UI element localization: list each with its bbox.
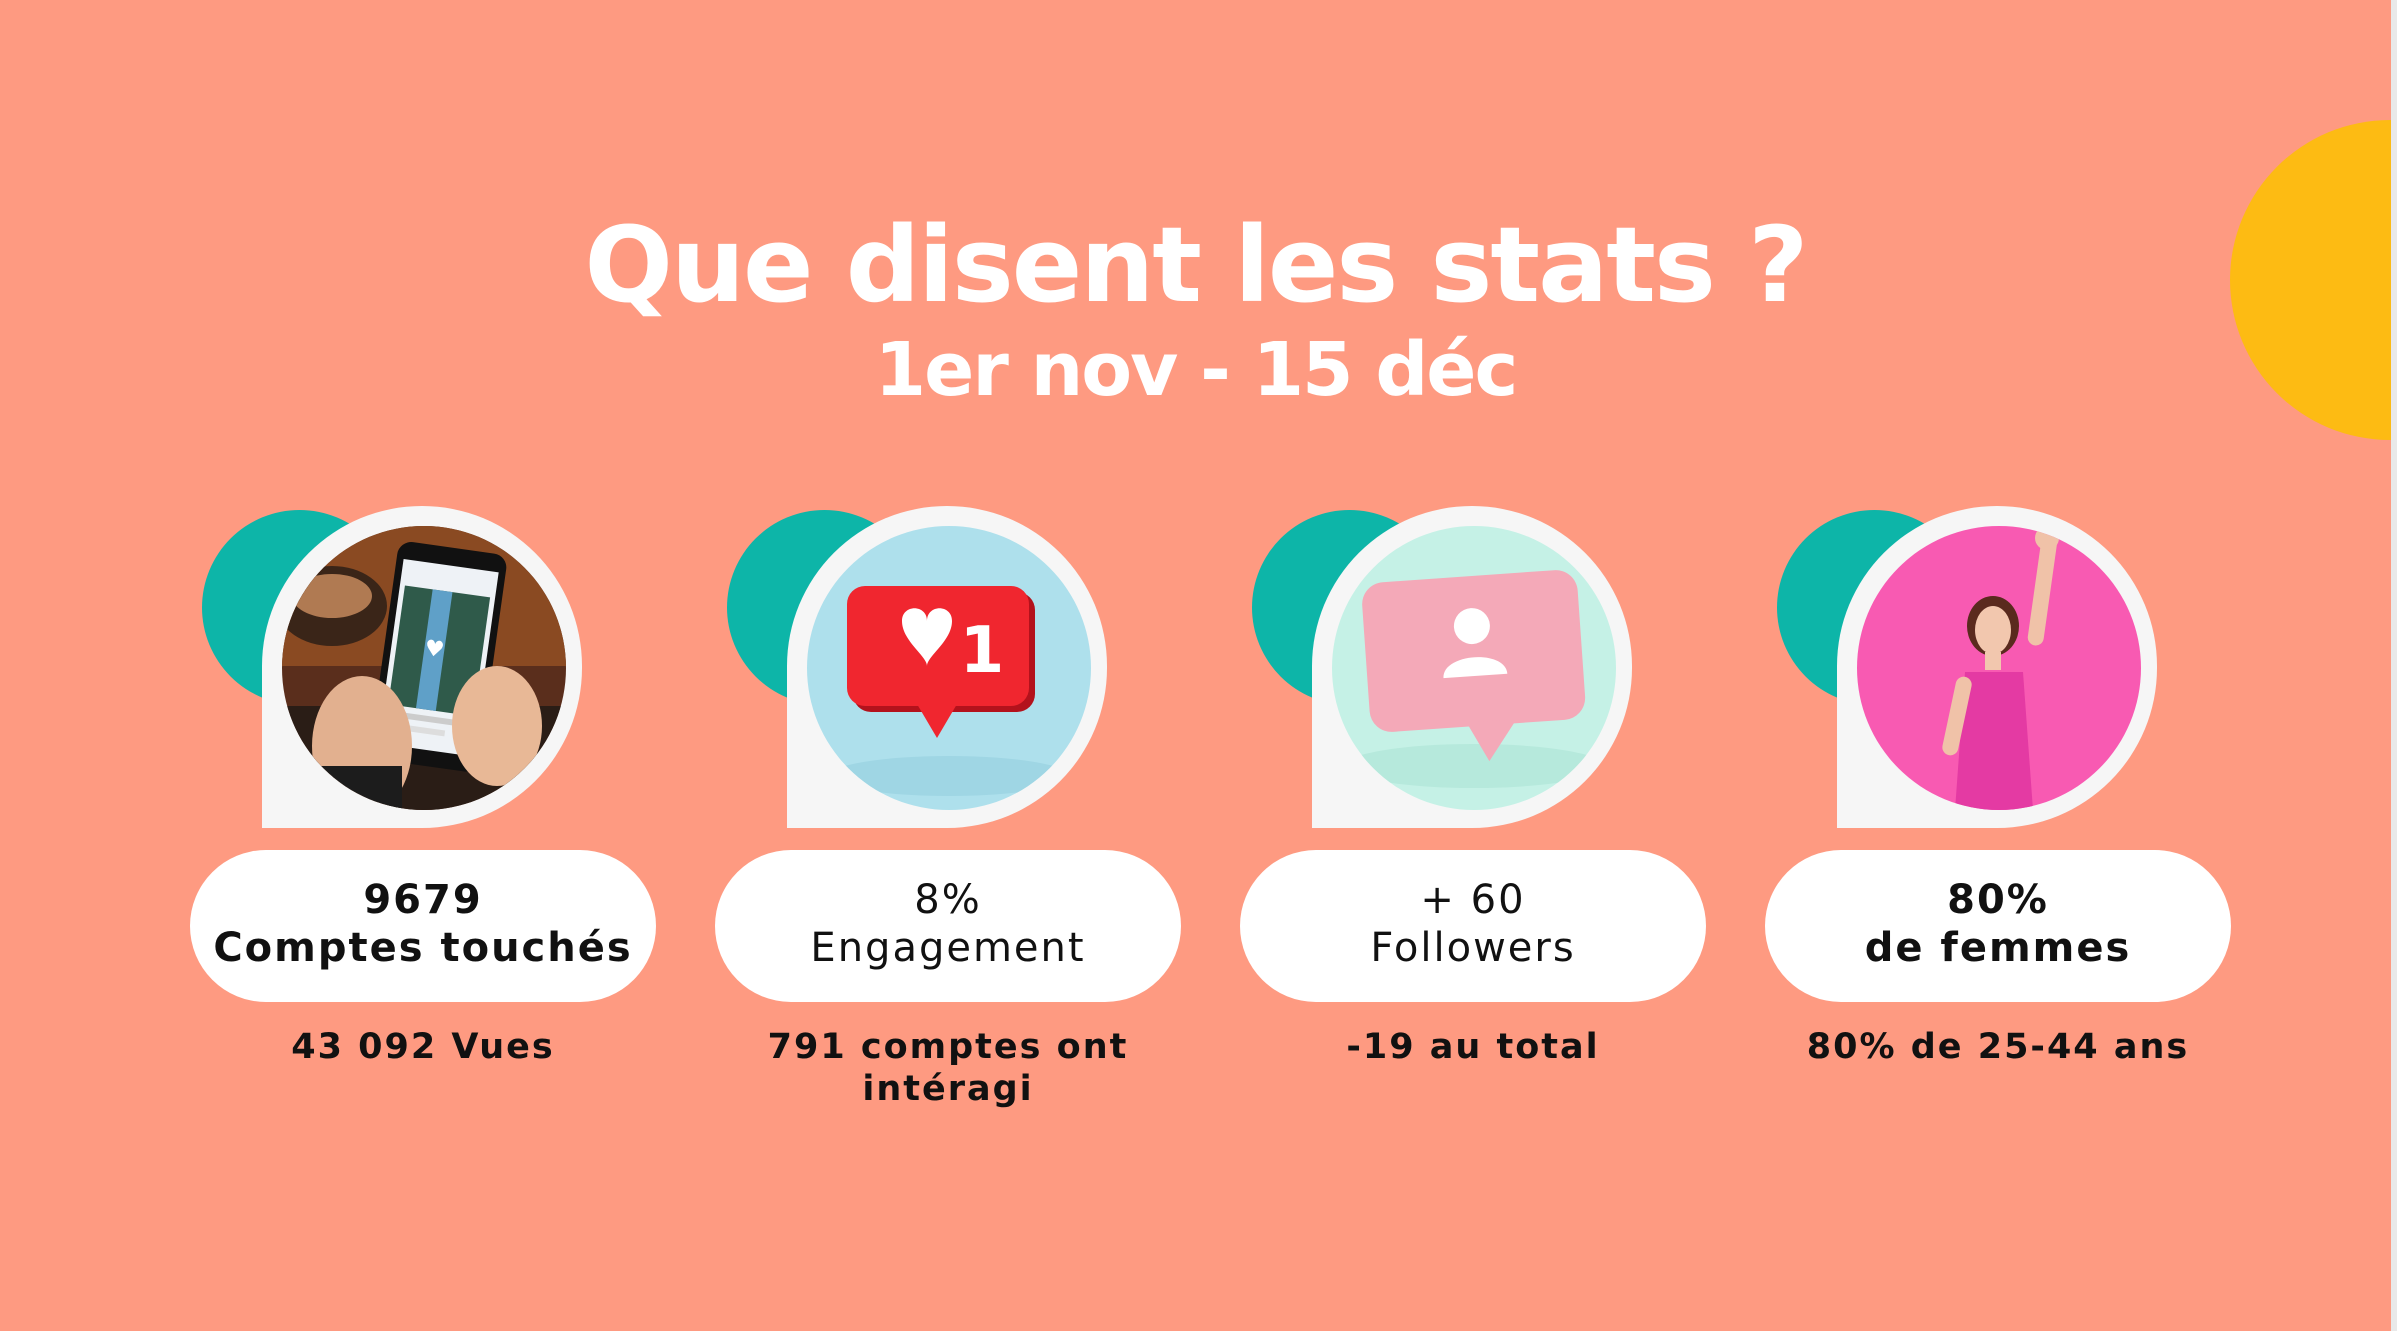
heart-like-icon: 1 xyxy=(807,526,1091,810)
stat-pill: + 60 Followers xyxy=(1240,850,1706,1002)
stat-label: de femmes xyxy=(1864,925,2132,971)
stat-card-women: 80% de femmes 80% de 25-44 ans xyxy=(1765,0,2235,1331)
stat-note: 80% de 25-44 ans xyxy=(1806,1027,2190,1067)
stat-value: 80% xyxy=(1947,877,2049,923)
stat-card-engagement: 1 8% Engagement 791 comptes ont intéragi xyxy=(715,0,1185,1331)
stat-label: Followers xyxy=(1370,925,1576,971)
like-count-badge: 1 xyxy=(960,614,1005,688)
stat-note: 43 092 Vues xyxy=(291,1027,555,1067)
stat-note: 791 comptes ont intéragi xyxy=(767,1027,1129,1109)
stat-label: Comptes touchés xyxy=(213,925,633,971)
slide-title: Que disent les stats ? xyxy=(584,204,1809,326)
stat-value: 9679 xyxy=(363,877,483,923)
stat-note: -19 au total xyxy=(1346,1027,1600,1067)
slide-subtitle: 1er nov - 15 déc xyxy=(874,327,1519,413)
stat-card-reach: ♥ 9679 Comptes touchés 43 092 Vues xyxy=(190,0,660,1331)
stat-card-followers: + 60 Followers -19 au total xyxy=(1240,0,1710,1331)
user-follow-icon xyxy=(1332,526,1616,810)
stat-pill: 8% Engagement xyxy=(715,850,1181,1002)
stat-label: Engagement xyxy=(810,925,1086,971)
woman-cheering-icon xyxy=(1857,526,2141,810)
stat-pill: 80% de femmes xyxy=(1765,850,2231,1002)
svg-text:♥: ♥ xyxy=(423,636,446,664)
stat-value: + 60 xyxy=(1420,877,1526,923)
phone-photo-icon: ♥ xyxy=(282,526,566,810)
stat-value: 8% xyxy=(914,877,982,923)
stat-pill: 9679 Comptes touchés xyxy=(190,850,656,1002)
page-edge xyxy=(2391,0,2397,1331)
